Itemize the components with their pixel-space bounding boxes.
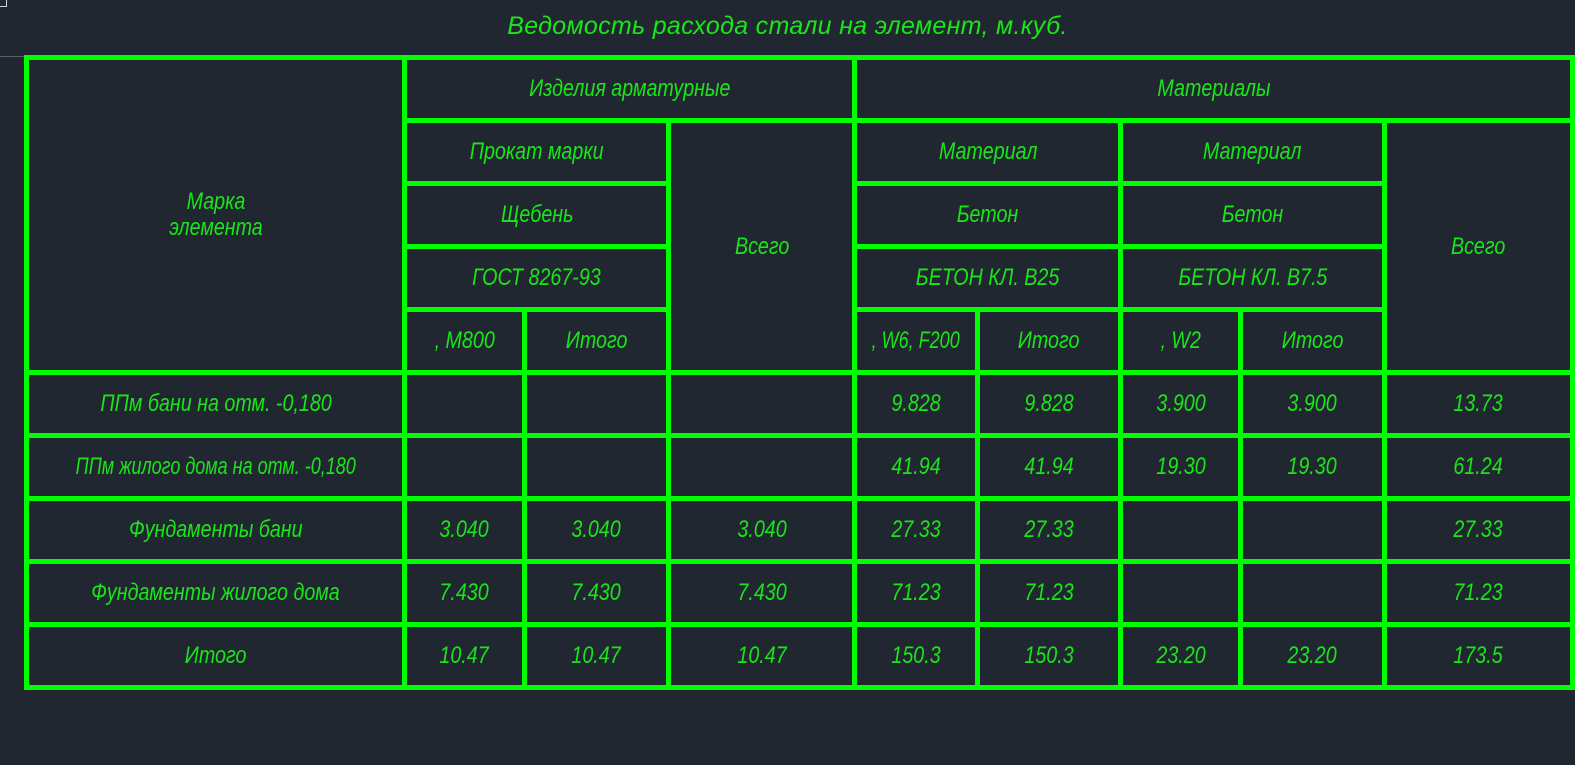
- value-cell[interactable]: 7.430: [666, 559, 858, 627]
- value-cell[interactable]: 71.23: [852, 559, 980, 627]
- header-material-1-name[interactable]: Бетон: [852, 181, 1123, 249]
- value-cell[interactable]: 3.040: [666, 496, 858, 564]
- value-cell[interactable]: [1238, 559, 1387, 627]
- value-cell[interactable]: 3.040: [402, 496, 527, 564]
- header-material-1[interactable]: Материал: [852, 118, 1123, 186]
- header-materials-total[interactable]: Всего: [1381, 118, 1575, 375]
- value-cell[interactable]: 23.20: [1117, 622, 1244, 690]
- row-mark-cell[interactable]: Итого: [23, 622, 408, 690]
- header-rebar-standard[interactable]: ГОСТ 8267-93: [402, 244, 672, 312]
- steel-consumption-table[interactable]: Марка элемента Изделия арматурные Матери…: [23, 55, 1575, 690]
- value-cell[interactable]: 9.828: [852, 370, 980, 438]
- header-rebar-group[interactable]: Изделия арматурные: [402, 55, 858, 123]
- header-row-5: , M800 Итого , W6, F200 Итого , W2 Итого: [27, 307, 1573, 375]
- value-cell[interactable]: 7.430: [402, 559, 527, 627]
- value-cell[interactable]: 71.23: [974, 559, 1124, 627]
- header-material-1-grade[interactable]: , W6, F200: [852, 307, 980, 375]
- header-rebar-name[interactable]: Щебень: [402, 181, 672, 249]
- header-material-2-grade[interactable]: , W2: [1117, 307, 1244, 375]
- value-cell[interactable]: 9.828: [974, 370, 1124, 438]
- value-cell[interactable]: 173.5: [1381, 622, 1575, 690]
- header-row-2: Прокат марки Всего Материал Материал Все…: [27, 118, 1575, 375]
- value-cell[interactable]: 150.3: [852, 622, 980, 690]
- value-cell[interactable]: 10.47: [666, 622, 858, 690]
- header-mark[interactable]: Марка элемента: [23, 55, 408, 375]
- row-mark-cell[interactable]: Фундаменты бани: [23, 496, 408, 564]
- header-rebar-grade[interactable]: , M800: [402, 307, 527, 375]
- row-mark-cell[interactable]: Фундаменты жилого дома: [23, 559, 408, 627]
- header-material-2-class[interactable]: БЕТОН КЛ. B7.5: [1118, 244, 1387, 312]
- value-cell[interactable]: 27.33: [1381, 496, 1575, 564]
- value-cell[interactable]: [521, 370, 672, 438]
- value-cell[interactable]: [666, 370, 858, 438]
- table-row: ППм жилого дома на отм. -0,180 41.94 41.94…: [23, 433, 1575, 501]
- table-title: Ведомость расхода стали на элемент, м.ку…: [507, 12, 1068, 40]
- value-cell[interactable]: 3.900: [1117, 370, 1244, 438]
- header-row-1: Марка элемента Изделия арматурные Матери…: [23, 55, 1575, 375]
- header-material-1-class[interactable]: БЕТОН КЛ. B25: [852, 244, 1123, 312]
- value-cell[interactable]: 71.23: [1381, 559, 1575, 627]
- table-row: Фундаменты бани 3.040 3.040 3.040 27.33 27.33…: [23, 496, 1575, 564]
- value-cell[interactable]: 10.47: [521, 622, 672, 690]
- value-cell[interactable]: 10.47: [402, 622, 527, 690]
- viewport-divider: [0, 56, 1575, 57]
- value-cell[interactable]: 150.3: [974, 622, 1124, 690]
- row-mark-cell[interactable]: ППм жилого дома на отм. -0,180: [23, 433, 408, 501]
- value-cell[interactable]: 3.040: [521, 496, 672, 564]
- header-rebar-type[interactable]: Прокат марки: [402, 118, 672, 186]
- value-cell[interactable]: 27.33: [852, 496, 980, 564]
- table-row: Фундаменты жилого дома 7.430 7.430 7.430 71.…: [23, 559, 1575, 627]
- header-material-2-subtotal[interactable]: Итого: [1238, 307, 1387, 375]
- value-cell[interactable]: [1117, 559, 1244, 627]
- header-material-1-subtotal[interactable]: Итого: [974, 307, 1124, 375]
- value-cell[interactable]: [1238, 496, 1387, 564]
- table-row: ППм бани на отм. -0,180 9.828 9.828 3.900 3.…: [23, 370, 1575, 438]
- value-cell[interactable]: 41.94: [974, 433, 1124, 501]
- value-cell[interactable]: [1117, 496, 1244, 564]
- value-cell[interactable]: 7.430: [521, 559, 672, 627]
- value-cell[interactable]: [402, 433, 527, 501]
- viewport-corner: [0, 0, 7, 7]
- value-cell[interactable]: [666, 433, 858, 501]
- value-cell[interactable]: 41.94: [852, 433, 980, 501]
- header-materials-group[interactable]: Материалы: [852, 55, 1575, 123]
- header-rebar-total[interactable]: Всего: [666, 118, 858, 375]
- value-cell[interactable]: 19.30: [1238, 433, 1387, 501]
- header-row-4: ГОСТ 8267-93 БЕТОН КЛ. B25 БЕТОН КЛ. B7.…: [27, 244, 1573, 312]
- table-row: Итого 10.47 10.47 10.47 150.3 150.3 23.20 23.20…: [23, 622, 1575, 690]
- value-cell[interactable]: 61.24: [1381, 433, 1575, 501]
- value-cell[interactable]: [521, 433, 672, 501]
- header-material-2-name[interactable]: Бетон: [1118, 181, 1387, 249]
- value-cell[interactable]: 19.30: [1117, 433, 1244, 501]
- value-cell[interactable]: 13.73: [1381, 370, 1575, 438]
- header-row-3: Щебень Бетон Бетон: [27, 181, 1573, 249]
- header-material-2[interactable]: Материал: [1118, 118, 1387, 186]
- value-cell[interactable]: [402, 370, 527, 438]
- value-cell[interactable]: 3.900: [1238, 370, 1387, 438]
- value-cell[interactable]: 27.33: [974, 496, 1124, 564]
- row-mark-cell[interactable]: ППм бани на отм. -0,180: [23, 370, 408, 438]
- value-cell[interactable]: 23.20: [1238, 622, 1387, 690]
- header-rebar-subtotal[interactable]: Итого: [521, 307, 672, 375]
